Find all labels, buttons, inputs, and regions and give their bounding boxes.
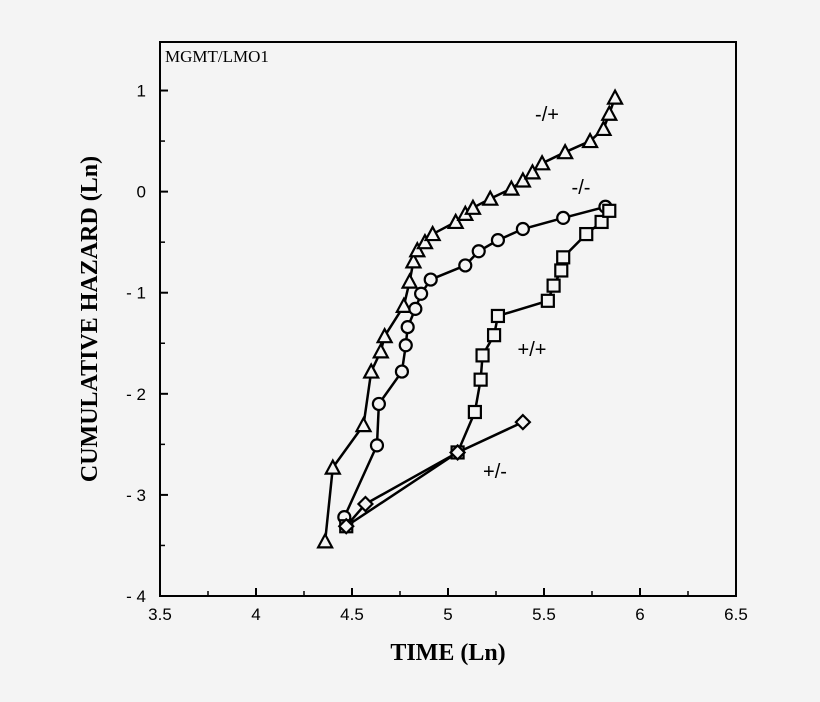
- data-point-triangle: [514, 171, 532, 188]
- data-point-circle: [515, 221, 530, 237]
- data-point-triangle: [464, 198, 482, 215]
- data-point-circle: [556, 210, 571, 226]
- data-point-circle: [394, 364, 410, 379]
- data-point-square: [602, 203, 617, 218]
- data-point-circle: [400, 319, 415, 335]
- x-tick-label: 6: [635, 605, 644, 624]
- data-point-triangle: [375, 326, 394, 344]
- series-circle: [337, 199, 613, 525]
- data-point-diamond: [356, 495, 374, 513]
- data-point-square: [475, 348, 490, 363]
- data-point-square: [594, 214, 609, 230]
- x-tick-label: 6.5: [724, 605, 748, 624]
- data-point-triangle: [400, 272, 419, 289]
- panel-label: MGMT/LMO1: [165, 47, 269, 66]
- data-point-circle: [471, 244, 486, 259]
- data-point-circle: [408, 301, 423, 316]
- series-label: +/+: [518, 339, 547, 361]
- y-tick-label: - 1: [126, 284, 146, 303]
- data-point-square: [579, 226, 594, 242]
- y-axis-label: CUMULATIVE HAZARD (Ln): [77, 156, 103, 482]
- y-tick-label: - 3: [126, 486, 146, 505]
- data-point-triangle: [600, 104, 619, 121]
- x-tick-label: 5: [443, 605, 452, 624]
- series-triangle: [316, 88, 624, 549]
- data-point-triangle: [416, 232, 434, 250]
- data-point-square: [540, 293, 555, 308]
- data-point-diamond: [449, 443, 467, 462]
- data-point-triangle: [606, 88, 624, 105]
- data-point-square: [473, 372, 488, 387]
- x-tick-label: 4: [251, 605, 260, 624]
- plot-frame: [159, 41, 737, 597]
- data-point-triangle: [408, 240, 427, 258]
- data-point-diamond: [337, 517, 355, 535]
- data-point-square: [554, 263, 569, 278]
- series-label: -/-: [572, 177, 591, 199]
- data-point-triangle: [371, 342, 390, 359]
- x-tick-label: 5.5: [532, 605, 556, 624]
- series-line: [323, 97, 617, 542]
- data-point-triangle: [594, 119, 613, 137]
- x-axis-label: TIME (Ln): [390, 640, 505, 666]
- data-point-triangle: [362, 362, 381, 379]
- data-point-circle: [423, 272, 438, 287]
- y-tick-label: 1: [137, 82, 146, 101]
- data-point-triangle: [354, 415, 373, 433]
- data-point-triangle: [533, 153, 551, 171]
- data-point-triangle: [316, 532, 334, 549]
- data-point-circle: [458, 258, 473, 273]
- data-point-triangle: [404, 252, 423, 269]
- data-point-triangle: [523, 163, 542, 180]
- data-point-circle: [398, 338, 413, 353]
- data-point-circle: [371, 396, 386, 412]
- series-diamond: [337, 413, 532, 535]
- data-point-triangle: [502, 179, 521, 196]
- data-point-square: [486, 328, 502, 343]
- series-label: -/+: [535, 104, 559, 126]
- data-point-circle: [490, 233, 506, 248]
- x-tick-label: 3.5: [148, 605, 172, 624]
- data-point-square: [556, 250, 571, 265]
- data-point-square: [467, 404, 482, 420]
- series-line: [345, 420, 524, 528]
- data-point-triangle: [323, 458, 342, 475]
- data-point-triangle: [446, 212, 465, 230]
- data-point-square: [490, 308, 506, 324]
- data-point-triangle: [556, 142, 574, 160]
- data-point-circle: [369, 438, 385, 453]
- y-tick-label: 0: [137, 183, 146, 202]
- data-point-circle: [414, 286, 429, 301]
- x-tick-label: 4.5: [340, 605, 364, 624]
- series-label: +/-: [483, 461, 507, 483]
- data-point-triangle: [581, 131, 599, 149]
- data-point-triangle: [423, 224, 442, 242]
- data-point-square: [546, 278, 561, 293]
- y-tick-label: - 4: [126, 587, 146, 606]
- data-point-triangle: [481, 189, 500, 206]
- data-point-triangle: [394, 296, 413, 313]
- y-tick-label: - 2: [126, 385, 146, 404]
- data-point-diamond: [514, 413, 532, 431]
